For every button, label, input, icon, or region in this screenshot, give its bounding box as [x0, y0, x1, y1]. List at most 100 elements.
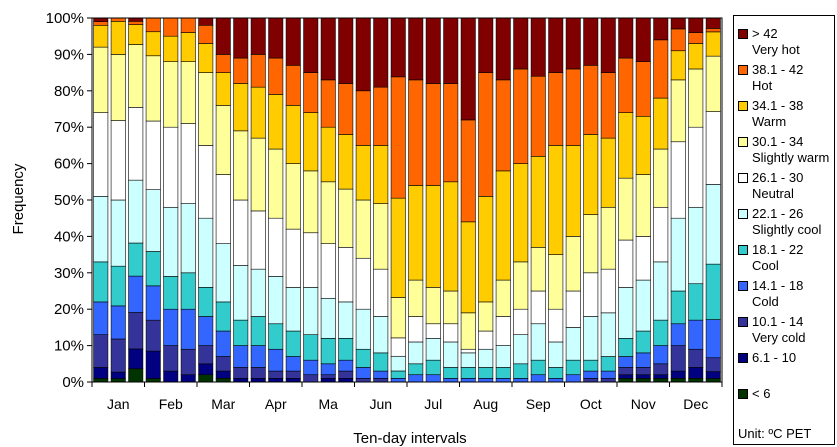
bar-segment-25-8 — [530, 156, 546, 248]
x-tick-label: Nov — [631, 396, 656, 412]
bar-segment-4-1 — [163, 370, 179, 383]
bar-segment-32-2 — [653, 363, 669, 376]
bar-segment-10-3 — [268, 348, 284, 372]
bar-segment-18-4 — [408, 363, 424, 376]
x-tick-label: Jun — [369, 396, 392, 412]
bar-segment-6-7 — [198, 72, 214, 146]
bar-segment-20-9 — [443, 83, 459, 183]
bar-segment-28-6 — [583, 272, 599, 317]
bar-segment-7-8 — [215, 72, 231, 106]
bar-segment-12-10 — [303, 17, 319, 73]
bar-segment-12-6 — [303, 232, 319, 288]
bar-segment-18-7 — [408, 279, 424, 317]
bar-segment-2-3 — [128, 275, 144, 313]
bar-segment-33-7 — [670, 79, 686, 143]
bar-segment-18-10 — [408, 17, 424, 81]
bar-segment-8-10 — [233, 17, 249, 59]
bar-segment-9-2 — [250, 367, 266, 379]
bar-segment-33-4 — [670, 290, 686, 325]
bar-segment-33-5 — [670, 217, 686, 292]
bar-segment-21-3 — [460, 378, 476, 383]
bar-segment-29-5 — [600, 312, 616, 357]
bar-segment-0-4 — [93, 261, 109, 303]
bar-segment-33-9 — [670, 28, 686, 52]
bar-segment-8-1 — [233, 378, 249, 383]
bar-segment-13-6 — [320, 243, 336, 299]
bar-segment-20-5 — [443, 341, 459, 368]
bar-segment-24-4 — [513, 363, 529, 379]
bar-segment-8-6 — [233, 199, 249, 266]
bar-segment-3-9 — [145, 17, 161, 33]
bar-segment-24-3 — [513, 378, 529, 383]
bar-segment-26-5 — [548, 341, 564, 368]
bar-segment-20-7 — [443, 290, 459, 325]
legend-swatch — [738, 389, 748, 399]
bar-segment-9-3 — [250, 345, 266, 368]
x-tick-label: Dec — [683, 396, 708, 412]
bar-segment-2-6 — [128, 107, 144, 181]
bar-segment-7-3 — [215, 330, 231, 357]
bar-segment-7-7 — [215, 105, 231, 175]
bar-segment-6-5 — [198, 217, 214, 288]
bar-segment-24-6 — [513, 308, 529, 335]
bar-segment-17-4 — [390, 370, 406, 379]
bar-segment-19-5 — [425, 338, 441, 361]
bar-segment-17-6 — [390, 337, 406, 357]
axes-group: 0% 10% 20% 30% 40% 50% 60% 70% 80% 90% 100% Jan Feb M… — [46, 10, 723, 412]
bar-segment-31-9 — [635, 61, 651, 117]
legend-range: > 42 — [752, 26, 778, 41]
bar-segment-2-4 — [128, 242, 144, 277]
bar-segment-22-8 — [478, 196, 494, 303]
bar-segment-29-9 — [600, 72, 616, 139]
bar-segment-35-0 — [705, 378, 721, 383]
bar-segment-13-5 — [320, 297, 336, 339]
y-tick-label: 60% — [54, 156, 84, 173]
legend-description: Warm — [752, 114, 787, 129]
bar-segment-1-2 — [110, 338, 126, 373]
bar-segment-35-8 — [705, 31, 721, 57]
bar-segment-30-9 — [618, 57, 634, 113]
bar-segment-1-6 — [110, 120, 126, 201]
bar-segment-3-4 — [145, 251, 161, 287]
y-tick-label: 80% — [54, 83, 84, 100]
legend-label: 26.1 - 30 Neutral — [752, 170, 837, 202]
y-tick-label: 70% — [54, 119, 84, 136]
bar-segment-24-8 — [513, 163, 529, 263]
bar-segment-17-10 — [390, 17, 406, 78]
bar-segment-31-6 — [635, 236, 651, 281]
bar-segment-23-5 — [495, 345, 511, 368]
bar-segment-12-9 — [303, 72, 319, 113]
bar-segment-5-4 — [180, 272, 196, 310]
bar-segment-34-7 — [688, 68, 704, 128]
legend-label: 6.1 - 10 — [752, 350, 837, 366]
bar-segment-29-6 — [600, 268, 616, 314]
bar-segment-10-8 — [268, 94, 284, 150]
bar-segment-34-9 — [688, 32, 704, 44]
bar-segment-17-7 — [390, 297, 406, 339]
bar-segment-35-5 — [705, 184, 721, 265]
bar-segment-6-8 — [198, 43, 214, 73]
bar-segment-12-3 — [303, 359, 319, 376]
bar-segment-30-0 — [618, 378, 634, 383]
legend-description: Very hot — [752, 42, 800, 57]
legend-swatch — [738, 281, 748, 291]
bar-segment-30-1 — [618, 374, 634, 379]
bar-segment-5-1 — [180, 374, 196, 383]
bar-segment-0-7 — [93, 46, 109, 113]
legend-description: Hot — [752, 78, 773, 93]
bar-segment-16-10 — [373, 17, 389, 88]
bar-segment-10-9 — [268, 57, 284, 95]
bar-segment-31-5 — [635, 279, 651, 332]
bar-segment-25-6 — [530, 290, 546, 325]
bar-segment-6-2 — [198, 345, 214, 365]
legend-range: 30.1 - 34 — [752, 134, 804, 149]
bar-segment-3-7 — [145, 55, 161, 122]
bar-segment-0-10 — [93, 17, 109, 22]
bar-segment-14-7 — [338, 188, 354, 248]
bar-segment-0-1 — [93, 367, 109, 379]
bar-segment-34-6 — [688, 126, 704, 208]
legend-swatch — [738, 101, 748, 111]
bar-segment-26-7 — [548, 254, 564, 310]
bar-segment-11-4 — [285, 330, 301, 357]
bar-segment-3-2 — [145, 319, 161, 352]
